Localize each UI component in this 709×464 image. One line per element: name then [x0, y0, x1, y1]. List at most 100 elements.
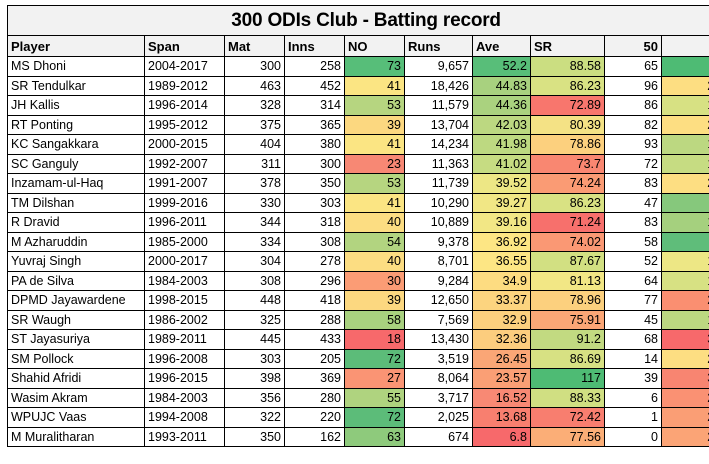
- cell-player[interactable]: SM Pollock: [7, 348, 145, 369]
- cell-ave[interactable]: 36.55: [472, 251, 531, 272]
- cell-runs[interactable]: 11,579: [404, 95, 473, 116]
- cell-no[interactable]: 73: [344, 56, 405, 77]
- cell-no[interactable]: 54: [344, 231, 405, 252]
- cell-sr[interactable]: 91.2: [530, 329, 605, 350]
- cell-fifty[interactable]: 77: [604, 290, 662, 311]
- cell-sr[interactable]: 74.02: [530, 231, 605, 252]
- cell-fifty[interactable]: 6: [604, 387, 662, 408]
- cell-sr[interactable]: 72.89: [530, 95, 605, 116]
- cell-sr[interactable]: 88.58: [530, 56, 605, 77]
- cell-runs[interactable]: 11,363: [404, 153, 473, 174]
- cell-mat[interactable]: 404: [224, 134, 285, 155]
- cell-inns[interactable]: 314: [284, 95, 345, 116]
- cell-runs[interactable]: 8,701: [404, 251, 473, 272]
- cell-sr[interactable]: 74.24: [530, 173, 605, 194]
- cell-span[interactable]: 1986-2002: [144, 309, 225, 330]
- cell-span[interactable]: 1989-2011: [144, 329, 225, 350]
- column-header-fifty[interactable]: 50: [604, 35, 662, 57]
- cell-runs[interactable]: 2,025: [404, 407, 473, 428]
- cell-duck[interactable]: 15: [660, 309, 709, 330]
- cell-inns[interactable]: 308: [284, 231, 345, 252]
- cell-fifty[interactable]: 86: [604, 95, 662, 116]
- column-header-duck[interactable]: 0: [660, 35, 709, 57]
- cell-runs[interactable]: 14,234: [404, 134, 473, 155]
- cell-duck[interactable]: 25: [660, 407, 709, 428]
- cell-inns[interactable]: 258: [284, 56, 345, 77]
- cell-span[interactable]: 1984-2003: [144, 387, 225, 408]
- cell-runs[interactable]: 9,284: [404, 270, 473, 291]
- cell-sr[interactable]: 86.23: [530, 75, 605, 96]
- cell-duck[interactable]: 34: [660, 329, 709, 350]
- cell-duck[interactable]: 20: [660, 114, 709, 135]
- column-header-mat[interactable]: Mat: [224, 35, 285, 57]
- cell-duck[interactable]: 30: [660, 368, 709, 389]
- cell-span[interactable]: 1996-2008: [144, 348, 225, 369]
- cell-runs[interactable]: 13,430: [404, 329, 473, 350]
- cell-span[interactable]: 1999-2016: [144, 192, 225, 213]
- cell-player[interactable]: Wasim Akram: [7, 387, 145, 408]
- cell-runs[interactable]: 8,064: [404, 368, 473, 389]
- cell-player[interactable]: PA de Silva: [7, 270, 145, 291]
- cell-ave[interactable]: 32.36: [472, 329, 531, 350]
- cell-inns[interactable]: 380: [284, 134, 345, 155]
- cell-duck[interactable]: 20: [660, 348, 709, 369]
- cell-inns[interactable]: 278: [284, 251, 345, 272]
- cell-ave[interactable]: 36.92: [472, 231, 531, 252]
- cell-duck[interactable]: 20: [660, 173, 709, 194]
- cell-sr[interactable]: 88.33: [530, 387, 605, 408]
- cell-player[interactable]: TM Dilshan: [7, 192, 145, 213]
- cell-fifty[interactable]: 82: [604, 114, 662, 135]
- cell-mat[interactable]: 330: [224, 192, 285, 213]
- cell-mat[interactable]: 375: [224, 114, 285, 135]
- column-header-no[interactable]: NO: [344, 35, 405, 57]
- column-header-runs[interactable]: Runs: [404, 35, 473, 57]
- cell-span[interactable]: 1993-2011: [144, 426, 225, 447]
- cell-runs[interactable]: 11,739: [404, 173, 473, 194]
- cell-mat[interactable]: 356: [224, 387, 285, 408]
- cell-span[interactable]: 1992-2007: [144, 153, 225, 174]
- cell-ave[interactable]: 41.02: [472, 153, 531, 174]
- cell-sr[interactable]: 72.42: [530, 407, 605, 428]
- cell-ave[interactable]: 42.03: [472, 114, 531, 135]
- cell-mat[interactable]: 334: [224, 231, 285, 252]
- cell-sr[interactable]: 77.56: [530, 426, 605, 447]
- cell-mat[interactable]: 328: [224, 95, 285, 116]
- cell-sr[interactable]: 78.86: [530, 134, 605, 155]
- cell-inns[interactable]: 162: [284, 426, 345, 447]
- cell-duck[interactable]: 9: [660, 231, 709, 252]
- cell-span[interactable]: 1994-2008: [144, 407, 225, 428]
- cell-sr[interactable]: 86.23: [530, 192, 605, 213]
- cell-mat[interactable]: 308: [224, 270, 285, 291]
- column-header-sr[interactable]: SR: [530, 35, 605, 57]
- cell-player[interactable]: M Azharuddin: [7, 231, 145, 252]
- cell-fifty[interactable]: 0: [604, 426, 662, 447]
- cell-player[interactable]: R Dravid: [7, 212, 145, 233]
- cell-inns[interactable]: 369: [284, 368, 345, 389]
- cell-sr[interactable]: 71.24: [530, 212, 605, 233]
- cell-no[interactable]: 58: [344, 309, 405, 330]
- cell-ave[interactable]: 34.9: [472, 270, 531, 291]
- cell-player[interactable]: KC Sangakkara: [7, 134, 145, 155]
- cell-ave[interactable]: 52.2: [472, 56, 531, 77]
- cell-duck[interactable]: 8: [660, 56, 709, 77]
- cell-inns[interactable]: 280: [284, 387, 345, 408]
- cell-fifty[interactable]: 96: [604, 75, 662, 96]
- cell-no[interactable]: 53: [344, 173, 405, 194]
- cell-span[interactable]: 1996-2015: [144, 368, 225, 389]
- cell-inns[interactable]: 365: [284, 114, 345, 135]
- cell-inns[interactable]: 220: [284, 407, 345, 428]
- cell-runs[interactable]: 9,657: [404, 56, 473, 77]
- cell-ave[interactable]: 44.83: [472, 75, 531, 96]
- cell-fifty[interactable]: 68: [604, 329, 662, 350]
- cell-no[interactable]: 63: [344, 426, 405, 447]
- cell-sr[interactable]: 78.96: [530, 290, 605, 311]
- cell-player[interactable]: Yuvraj Singh: [7, 251, 145, 272]
- cell-mat[interactable]: 325: [224, 309, 285, 330]
- cell-fifty[interactable]: 83: [604, 173, 662, 194]
- cell-player[interactable]: JH Kallis: [7, 95, 145, 116]
- cell-mat[interactable]: 445: [224, 329, 285, 350]
- cell-player[interactable]: SR Tendulkar: [7, 75, 145, 96]
- cell-fifty[interactable]: 93: [604, 134, 662, 155]
- cell-ave[interactable]: 39.27: [472, 192, 531, 213]
- cell-duck[interactable]: 25: [660, 426, 709, 447]
